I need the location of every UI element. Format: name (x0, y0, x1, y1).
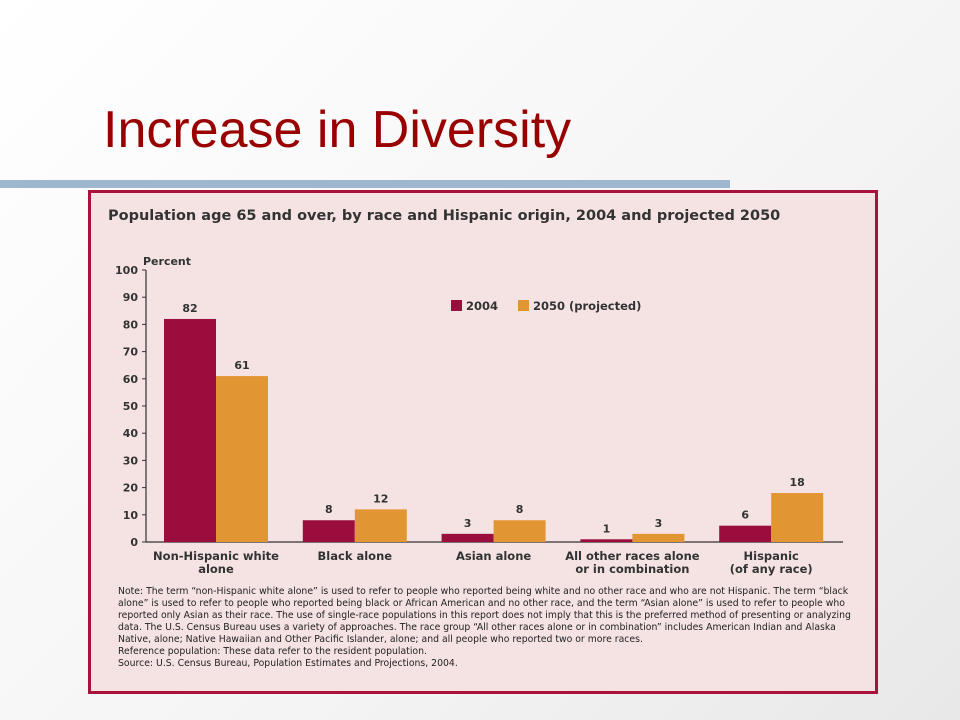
x-tick-label: All other races alone (565, 549, 700, 563)
data-label: 61 (234, 359, 249, 372)
source-text: Source: U.S. Census Bureau, Population E… (118, 658, 458, 669)
chart-frame: Population age 65 and over, by race and … (88, 190, 878, 694)
data-label: 82 (182, 302, 197, 315)
data-label: 8 (516, 503, 524, 516)
x-tick-label: Asian alone (456, 549, 531, 563)
x-tick-label: alone (198, 562, 234, 576)
y-tick-label: 70 (123, 346, 139, 359)
data-label: 8 (325, 503, 333, 516)
data-label: 6 (741, 509, 749, 522)
x-tick-label: Non-Hispanic white (153, 549, 279, 563)
chart-notes: Note: The term “non-Hispanic white alone… (118, 586, 863, 670)
y-tick-label: 30 (123, 454, 139, 467)
legend-swatch (518, 300, 529, 311)
y-tick-label: 80 (123, 318, 139, 331)
legend-swatch (451, 300, 462, 311)
legend-label: 2050 (projected) (533, 299, 641, 313)
y-tick-label: 10 (123, 509, 139, 522)
bar-chart: 0102030405060708090100Percent8261Non-His… (115, 255, 843, 576)
chart-title: Population age 65 and over, by race and … (108, 208, 781, 224)
data-label: 3 (464, 517, 472, 530)
legend-label: 2004 (466, 299, 498, 313)
y-axis-label: Percent (143, 255, 191, 268)
bar (632, 533, 685, 542)
bar (771, 493, 824, 542)
bar (216, 376, 268, 542)
bar (719, 525, 772, 542)
note-text: Note: The term “non-Hispanic white alone… (118, 586, 851, 645)
data-label: 12 (373, 492, 388, 505)
y-tick-label: 40 (123, 427, 139, 440)
y-tick-label: 60 (123, 373, 139, 386)
x-tick-label: (of any race) (730, 562, 813, 576)
x-tick-label: or in combination (575, 562, 689, 576)
y-tick-label: 100 (115, 264, 138, 277)
bar (580, 539, 633, 542)
data-label: 3 (655, 517, 663, 530)
slide-title: Increase in Diversity (103, 101, 572, 159)
bar (354, 509, 407, 542)
title-rule (0, 180, 730, 188)
data-label: 18 (790, 476, 805, 489)
y-tick-label: 0 (130, 536, 138, 549)
x-tick-label: Hispanic (744, 549, 800, 563)
bar (302, 520, 355, 542)
bar (493, 520, 546, 542)
x-tick-label: Black alone (318, 549, 393, 563)
reference-text: Reference population: These data refer t… (118, 646, 427, 657)
y-tick-label: 20 (123, 482, 139, 495)
bar (441, 533, 494, 542)
data-label: 1 (603, 522, 611, 535)
y-tick-label: 90 (123, 291, 139, 304)
y-tick-label: 50 (123, 400, 139, 413)
bar (164, 318, 216, 542)
